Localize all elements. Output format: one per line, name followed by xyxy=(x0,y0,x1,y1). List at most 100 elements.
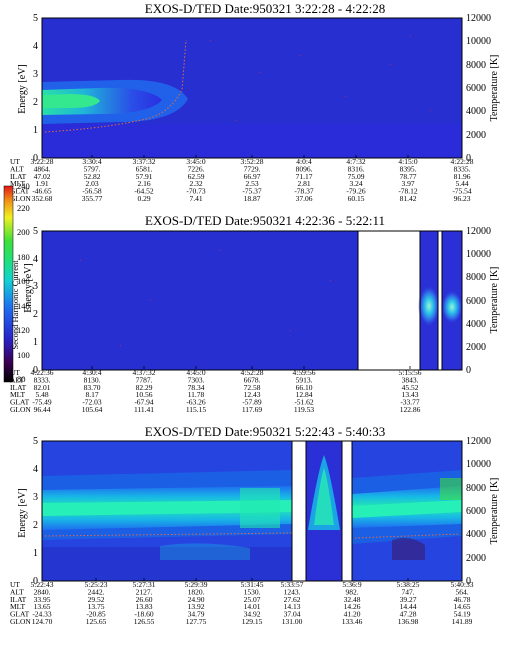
colorbar-scale xyxy=(3,185,14,383)
panel-3-heatmap xyxy=(41,440,463,582)
orbit-value: -24.33 xyxy=(32,610,52,619)
orbit-value: 136.98 xyxy=(398,617,419,626)
panel-1: EXOS-D/TED Date:950321 3:22:28 - 4:22:28… xyxy=(10,1,500,203)
orbit-value: 1.91 xyxy=(35,179,48,188)
orbit-value: -64.52 xyxy=(134,187,154,196)
orbit-value: 78.77 xyxy=(400,172,417,181)
orbit-value: -78.12 xyxy=(398,187,418,196)
orbit-value: 5.44 xyxy=(455,179,468,188)
orbit-value: 2840. xyxy=(34,587,51,596)
orbit-value: -78.37 xyxy=(294,187,314,196)
panel-1-ytick: 4 xyxy=(33,41,38,52)
orbit-row-label: GLON xyxy=(10,617,31,626)
orbit-value: 1243. xyxy=(284,587,301,596)
orbit-value: 66.10 xyxy=(296,383,313,392)
ut-tick-label: 5:22:43 xyxy=(31,580,54,589)
orbit-value: 82.29 xyxy=(136,383,153,392)
orbit-row-label: UT xyxy=(10,157,20,166)
orbit-value: -75.49 xyxy=(32,398,52,407)
orbit-value: 3.24 xyxy=(349,179,362,188)
ut-tick-label: 5:31:45 xyxy=(241,580,264,589)
orbit-value: 141.89 xyxy=(452,617,473,626)
orbit-value: 14.65 xyxy=(454,602,471,611)
ut-tick-label: 5:38:25 xyxy=(397,580,420,589)
orbit-value: 25.07 xyxy=(244,595,261,604)
orbit-value: 12.84 xyxy=(296,390,313,399)
panel-3-y2-axis: 0 2000 4000 6000 8000 10000 12000 Temper… xyxy=(466,436,500,587)
orbit-value: 129.15 xyxy=(242,617,263,626)
orbit-row-label: UT xyxy=(10,580,20,589)
panel-1-ytick: 1 xyxy=(33,125,38,136)
ut-tick-label: 5:29:39 xyxy=(185,580,208,589)
panel-3-ytick: 5 xyxy=(33,436,38,447)
orbit-row-label: ALT xyxy=(10,164,24,173)
ut-tick-label: 3:22:28 xyxy=(31,157,54,166)
orbit-row-label: GLON xyxy=(10,405,31,414)
panel-3-ytick: 3 xyxy=(33,492,38,503)
orbit-value: 8.17 xyxy=(85,390,98,399)
orbit-value: 12.43 xyxy=(244,390,261,399)
ut-tick-label: 3:45:0 xyxy=(186,157,205,166)
orbit-value: 105.64 xyxy=(82,405,103,414)
orbit-value: 52.82 xyxy=(84,172,101,181)
panel-2-y2tick: 8000 xyxy=(466,272,486,283)
panel-1-y2tick: 8000 xyxy=(466,60,486,71)
orbit-value: 24.90 xyxy=(188,595,205,604)
panel-1-ytick: 5 xyxy=(33,13,38,24)
orbit-value: 6581. xyxy=(136,164,153,173)
panel-2-heatmap xyxy=(41,230,463,371)
orbit-value: 13.92 xyxy=(188,602,205,611)
orbit-value: 54.19 xyxy=(454,610,471,619)
ut-tick-label: 4:7:32 xyxy=(346,157,365,166)
orbit-value: 1530. xyxy=(244,587,261,596)
orbit-value: 27.62 xyxy=(284,595,301,604)
orbit-value: 60.15 xyxy=(348,194,365,203)
orbit-value: -79.26 xyxy=(346,187,366,196)
ut-tick-label: 4:22:36 xyxy=(31,368,54,377)
orbit-value: 26.60 xyxy=(136,595,153,604)
panel-3-y2tick: 8000 xyxy=(466,483,486,494)
panel-3-ytick: 1 xyxy=(33,548,38,559)
orbit-value: 39.27 xyxy=(400,595,417,604)
panel-2-y2tick: 2000 xyxy=(466,342,486,353)
panel-3-ytick: 2 xyxy=(33,520,38,531)
colorbar-tick: 120 xyxy=(17,325,30,335)
orbit-value: 124.70 xyxy=(32,617,53,626)
panel-2-ylabel2: Temperature [K] xyxy=(489,267,500,334)
orbit-value: 4864. xyxy=(34,164,51,173)
orbit-value: 126.55 xyxy=(134,617,155,626)
panel-1-y2tick: 10000 xyxy=(466,36,491,47)
orbit-value: 96.23 xyxy=(454,194,471,203)
panel-1-ylabel2: Temperature [K] xyxy=(489,55,500,122)
panel-3-y2tick: 4000 xyxy=(466,529,486,540)
panel-2-ylabel: Energy [eV] xyxy=(23,263,34,313)
orbit-value: 3.97 xyxy=(401,179,414,188)
orbit-value: -70.73 xyxy=(186,187,206,196)
colorbar-label: Second Harmonic Current xyxy=(10,260,20,350)
ut-tick-label: 4:30:4 xyxy=(82,368,101,377)
ut-tick-label: 3:37:32 xyxy=(133,157,156,166)
panel-1-heatmap xyxy=(41,17,463,159)
ut-tick-label: 5:25:23 xyxy=(85,580,108,589)
panel-2-ytick: 1 xyxy=(33,337,38,348)
panel-1-ytick: 3 xyxy=(33,69,38,80)
colorbar-tick: 100 xyxy=(17,350,30,360)
panel-1-y2tick: 4000 xyxy=(466,106,486,117)
orbit-value: 2.16 xyxy=(137,179,150,188)
panel-2-y-axis: Energy [eV] 0 1 2 3 4 5 xyxy=(23,226,38,376)
orbit-value: 41.20 xyxy=(344,610,361,619)
orbit-value: 7303. xyxy=(188,375,205,384)
ut-tick-label: 5:40:33 xyxy=(451,580,474,589)
orbit-row-label: MLT xyxy=(10,602,26,611)
orbit-value: 355.77 xyxy=(82,194,103,203)
orbit-value: 119.53 xyxy=(294,405,315,414)
orbit-value: 96.44 xyxy=(34,405,51,414)
orbit-value: 72.58 xyxy=(244,383,261,392)
orbit-value: -63.26 xyxy=(186,398,206,407)
orbit-value: 81.96 xyxy=(454,172,471,181)
colorbar-tick: 200 xyxy=(17,227,30,237)
orbit-value: 33.95 xyxy=(34,595,51,604)
orbit-value: 7226. xyxy=(188,164,205,173)
panel-2-y2tick: 6000 xyxy=(466,296,486,307)
